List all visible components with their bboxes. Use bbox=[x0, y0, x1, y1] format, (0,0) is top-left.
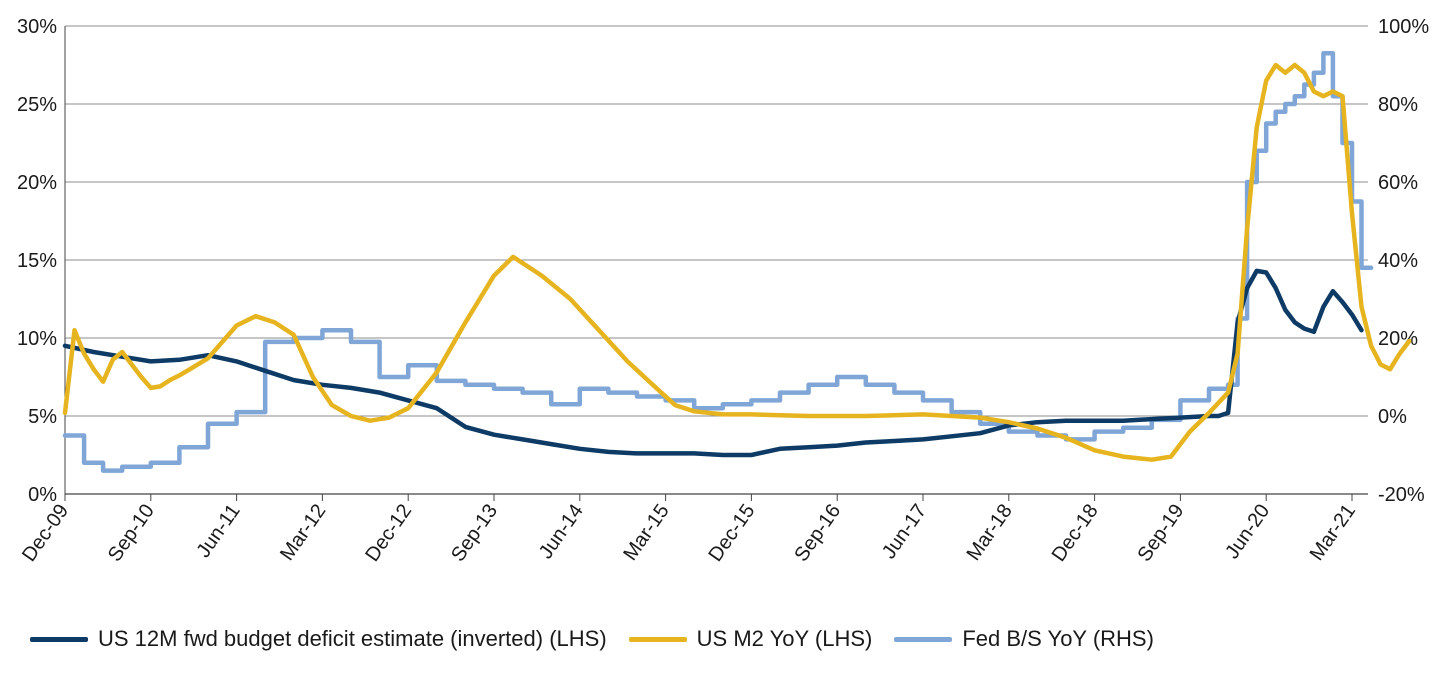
legend-swatch bbox=[30, 636, 88, 642]
x-tick-label: Jun-14 bbox=[535, 500, 588, 563]
x-tick-label: Dec-15 bbox=[704, 500, 759, 565]
x-tick-label: Jun-11 bbox=[192, 500, 244, 561]
x-tick-label: Dec-18 bbox=[1048, 500, 1103, 565]
x-tick-label: Sep-13 bbox=[447, 500, 502, 565]
y-left-tick-label: 15% bbox=[17, 250, 57, 272]
legend-item-3: Fed B/S YoY (RHS) bbox=[894, 626, 1154, 652]
chart: 0% 5% 10% 15% 20% 25% 30% -20% 0% 20% 40% 60% 80% 10… bbox=[17, 16, 1429, 566]
y-right-tick-label: 20% bbox=[1378, 328, 1418, 350]
left-axis-tick-labels: 0% 5% 10% 15% 20% 25% 30% bbox=[17, 16, 57, 506]
y-left-tick-label: 25% bbox=[17, 94, 57, 116]
y-right-tick-label: 80% bbox=[1378, 94, 1418, 116]
x-tick-label: Mar-18 bbox=[963, 500, 1017, 565]
legend-label: US 12M fwd budget deficit estimate (inve… bbox=[98, 626, 607, 651]
right-axis-tick-labels: -20% 0% 20% 40% 60% 80% 100% bbox=[1378, 16, 1429, 506]
legend-swatch bbox=[628, 636, 687, 642]
x-tick-label: Sep-19 bbox=[1133, 500, 1188, 565]
x-tick-label: Mar-12 bbox=[276, 500, 330, 565]
y-left-tick-label: 0% bbox=[28, 484, 57, 506]
axes bbox=[64, 26, 1368, 501]
x-tick-label: Dec-12 bbox=[361, 500, 416, 565]
y-right-tick-label: -20% bbox=[1378, 484, 1425, 506]
series-line-2 bbox=[62, 62, 1412, 462]
y-right-tick-label: 0% bbox=[1378, 406, 1407, 428]
y-right-tick-label: 100% bbox=[1378, 16, 1429, 38]
series-lines bbox=[62, 51, 1412, 473]
y-left-tick-label: 20% bbox=[17, 172, 57, 194]
y-right-tick-label: 40% bbox=[1378, 250, 1418, 272]
legend-label: US M2 YoY (LHS) bbox=[696, 626, 873, 651]
x-tick-label: Jun-17 bbox=[878, 500, 931, 563]
series-line-3 bbox=[62, 51, 1374, 473]
x-tick-label: Dec-09 bbox=[18, 500, 73, 565]
legend-item-1: US 12M fwd budget deficit estimate (inve… bbox=[30, 626, 607, 652]
y-left-tick-label: 5% bbox=[28, 406, 57, 428]
x-axis-tick-labels: Dec-09 Sep-10 Jun-11 Mar-12 Dec-12 Sep-13 Jun-… bbox=[18, 500, 1360, 565]
x-tick-label: Jun-20 bbox=[1221, 500, 1274, 563]
series-line-1 bbox=[62, 268, 1364, 458]
legend-swatch bbox=[894, 636, 953, 642]
x-tick-label: Mar-15 bbox=[619, 500, 673, 565]
legend: US 12M fwd budget deficit estimate (inve… bbox=[30, 626, 1154, 652]
y-right-tick-label: 60% bbox=[1378, 172, 1418, 194]
x-tick-label: Sep-10 bbox=[104, 500, 159, 565]
y-left-tick-label: 10% bbox=[17, 328, 57, 350]
x-tick-label: Mar-21 bbox=[1306, 500, 1360, 565]
legend-label: Fed B/S YoY (RHS) bbox=[962, 626, 1154, 651]
gridlines bbox=[65, 25, 1368, 417]
y-left-tick-label: 30% bbox=[17, 16, 57, 38]
legend-item-2: US M2 YoY (LHS) bbox=[628, 626, 873, 652]
x-tick-label: Sep-16 bbox=[790, 500, 845, 565]
